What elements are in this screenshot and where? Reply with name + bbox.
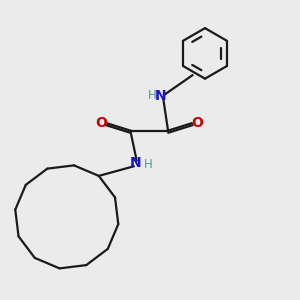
Text: H: H (148, 89, 157, 102)
Text: N: N (129, 156, 141, 170)
Text: O: O (96, 116, 107, 130)
Text: O: O (191, 116, 203, 130)
Text: H: H (144, 158, 153, 171)
Text: N: N (154, 89, 166, 103)
